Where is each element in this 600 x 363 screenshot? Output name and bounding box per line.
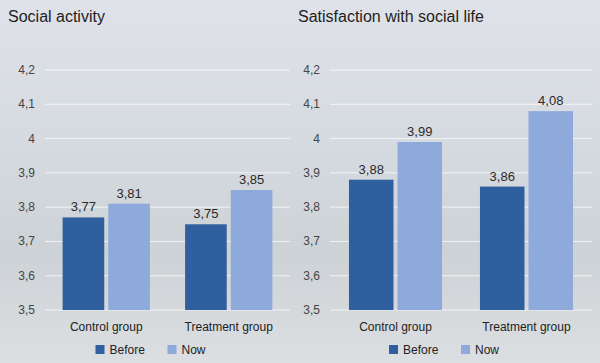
category-label: Treatment group xyxy=(185,320,274,334)
data-label: 3,85 xyxy=(239,172,264,187)
title: Social activity xyxy=(8,8,105,25)
data-label: 3,88 xyxy=(359,162,384,177)
bar xyxy=(63,217,105,310)
tick-label: 4,1 xyxy=(18,97,35,111)
tick-label: 4 xyxy=(313,132,320,146)
legend: Before Now xyxy=(389,343,499,357)
legend-swatch xyxy=(96,345,105,354)
grid-line xyxy=(330,70,592,71)
category-label: Control group xyxy=(70,320,143,334)
tick-label: 3,6 xyxy=(303,269,320,283)
tick-label: 3,8 xyxy=(303,200,320,214)
chart: Satisfaction with social life 3,5 3,6 3,7 3,… xyxy=(298,8,592,357)
data-label: 3,81 xyxy=(116,186,141,201)
bar xyxy=(349,180,394,310)
legend-swatch xyxy=(389,345,398,354)
tick-label: 4,2 xyxy=(303,63,320,77)
category-label: Control group xyxy=(359,320,432,334)
grid-line xyxy=(45,70,290,71)
tick-label: 4,2 xyxy=(18,63,35,77)
tick-label: 4,1 xyxy=(303,97,320,111)
page: {"chart_data": [ {"type": "bar", "title"… xyxy=(0,0,600,363)
data-label: 3,77 xyxy=(71,199,96,214)
legend-label: Before xyxy=(110,343,146,357)
bars xyxy=(63,190,273,310)
bar xyxy=(231,190,273,310)
tick-label: 3,7 xyxy=(303,234,320,248)
tick-label: 3,8 xyxy=(18,200,35,214)
tick-label: 3,9 xyxy=(303,166,320,180)
category-label: Treatment group xyxy=(482,320,571,334)
bar xyxy=(108,204,150,310)
title: Satisfaction with social life xyxy=(298,8,484,25)
legend-label: Now xyxy=(182,343,206,357)
bar xyxy=(398,142,443,310)
data-label: 4,08 xyxy=(538,93,563,108)
data-label: 3,86 xyxy=(490,169,515,184)
tick-label: 3,7 xyxy=(18,234,35,248)
tick-label: 3,5 xyxy=(18,303,35,317)
legend: Before Now xyxy=(96,343,206,357)
charts: Social activity 3,5 3,6 3,7 3,8 3,9 4 4,1 4,2 3,7… xyxy=(0,0,600,363)
legend-label: Before xyxy=(403,343,439,357)
grid-line xyxy=(45,138,290,139)
legend-label: Now xyxy=(475,343,499,357)
legend-swatch xyxy=(168,345,177,354)
tick-label: 3,6 xyxy=(18,269,35,283)
chart: Social activity 3,5 3,6 3,7 3,8 3,9 4 4,1 4,2 3,7… xyxy=(8,8,290,357)
bar xyxy=(529,111,574,310)
tick-label: 3,9 xyxy=(18,166,35,180)
grid-line xyxy=(45,104,290,105)
bar xyxy=(480,187,525,310)
data-labels: 3,77 3,81 3,75 3,85 xyxy=(71,172,264,221)
bar xyxy=(185,224,227,310)
legend-swatch xyxy=(461,345,470,354)
tick-label: 3,5 xyxy=(303,303,320,317)
bars xyxy=(349,111,573,310)
data-label: 3,99 xyxy=(407,124,432,139)
data-labels: 3,88 3,99 3,86 4,08 xyxy=(359,93,564,183)
data-label: 3,75 xyxy=(193,206,218,221)
tick-label: 4 xyxy=(28,132,35,146)
